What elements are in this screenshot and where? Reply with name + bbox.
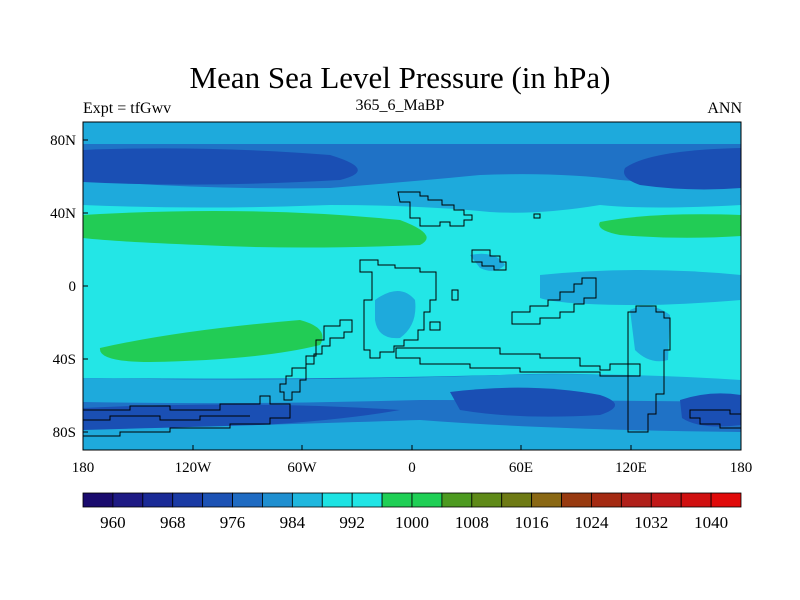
colorbar-cell: [501, 492, 533, 508]
field-north-high-east: [599, 214, 741, 238]
lon-tick-label: 180: [72, 460, 95, 476]
colorbar-cell: [591, 492, 622, 508]
lat-tick-marks: [83, 139, 88, 433]
field-india-patch: [470, 253, 505, 271]
field-south-high: [99, 320, 323, 362]
field-east-patch: [540, 270, 741, 305]
lon-tick-label: 120W: [175, 460, 213, 476]
colorbar-cell: [202, 492, 233, 508]
field-north-belt: [83, 174, 741, 213]
page-title: Mean Sea Level Pressure (in hPa): [189, 60, 611, 95]
colorbar-label: 992: [339, 513, 365, 532]
coastlines: [83, 191, 741, 437]
colorbar-label: 1008: [455, 513, 489, 532]
colorbar-label: 1032: [634, 513, 668, 532]
field-antarctic-band: [83, 420, 741, 450]
colorbar-labels: 960 968 976 984 992 1000 1008 1016 1024 1032 1040: [100, 513, 728, 532]
lon-tick-label: 120E: [615, 460, 647, 476]
colorbar-cell: [321, 492, 353, 508]
colorbar-label: 1016: [515, 513, 549, 532]
season-label: ANN: [707, 100, 742, 117]
colorbar-cell: [112, 492, 144, 508]
lat-tick-label: 40S: [53, 352, 76, 368]
colorbar-cell: [351, 492, 383, 508]
field-arctic-band: [83, 122, 741, 144]
field-south-low-west: [83, 404, 400, 432]
field-east-continent: [630, 306, 670, 362]
colorbar-cell: [650, 492, 682, 508]
colorbar-cell: [531, 492, 562, 508]
lon-tick-label: 60E: [509, 460, 533, 476]
lon-tick-label: 180: [730, 460, 753, 476]
colorbar-cell: [291, 492, 323, 508]
experiment-label: Expt = tfGwv: [83, 100, 172, 117]
lat-tick-label: 0: [69, 279, 77, 295]
lat-tick-label: 80N: [50, 133, 76, 149]
field-africa-patch: [375, 291, 416, 339]
colorbar: [82, 492, 742, 508]
lon-tick-label: 60W: [287, 460, 317, 476]
colorbar-cell: [620, 492, 652, 508]
colorbar-cell: [471, 492, 503, 508]
field-north-low-east: [624, 148, 741, 190]
colorbar-cell: [82, 492, 114, 508]
colorbar-cell: [232, 492, 263, 508]
colorbar-label: 976: [220, 513, 246, 532]
colorbar-cell: [172, 492, 204, 508]
colorbar-cell: [411, 492, 443, 508]
colorbar-cell: [262, 492, 293, 508]
colorbar-label: 1040: [694, 513, 728, 532]
colorbar-label: 968: [160, 513, 186, 532]
field-south-low-mid: [450, 387, 615, 417]
colorbar-label: 960: [100, 513, 126, 532]
colorbar-cell: [561, 492, 592, 508]
colorbar-cell: [142, 492, 174, 508]
colorbar-cell: [441, 492, 473, 508]
lat-tick-label: 80S: [53, 425, 76, 441]
lon-tick-marks: [82, 445, 742, 450]
colorbar-cell: [381, 492, 413, 508]
colorbar-label: 1000: [395, 513, 429, 532]
time-label: 365_6_MaBP: [355, 97, 445, 114]
lon-tick-label: 0: [408, 460, 416, 476]
field-north-low-west: [83, 148, 358, 185]
field-north-high-west: [83, 211, 427, 248]
colorbar-cell: [680, 492, 712, 508]
map-field: [83, 122, 741, 450]
colorbar-label: 984: [280, 513, 306, 532]
colorbar-label: 1024: [574, 513, 609, 532]
colorbar-cell: [710, 492, 742, 508]
lat-tick-label: 40N: [50, 206, 76, 222]
